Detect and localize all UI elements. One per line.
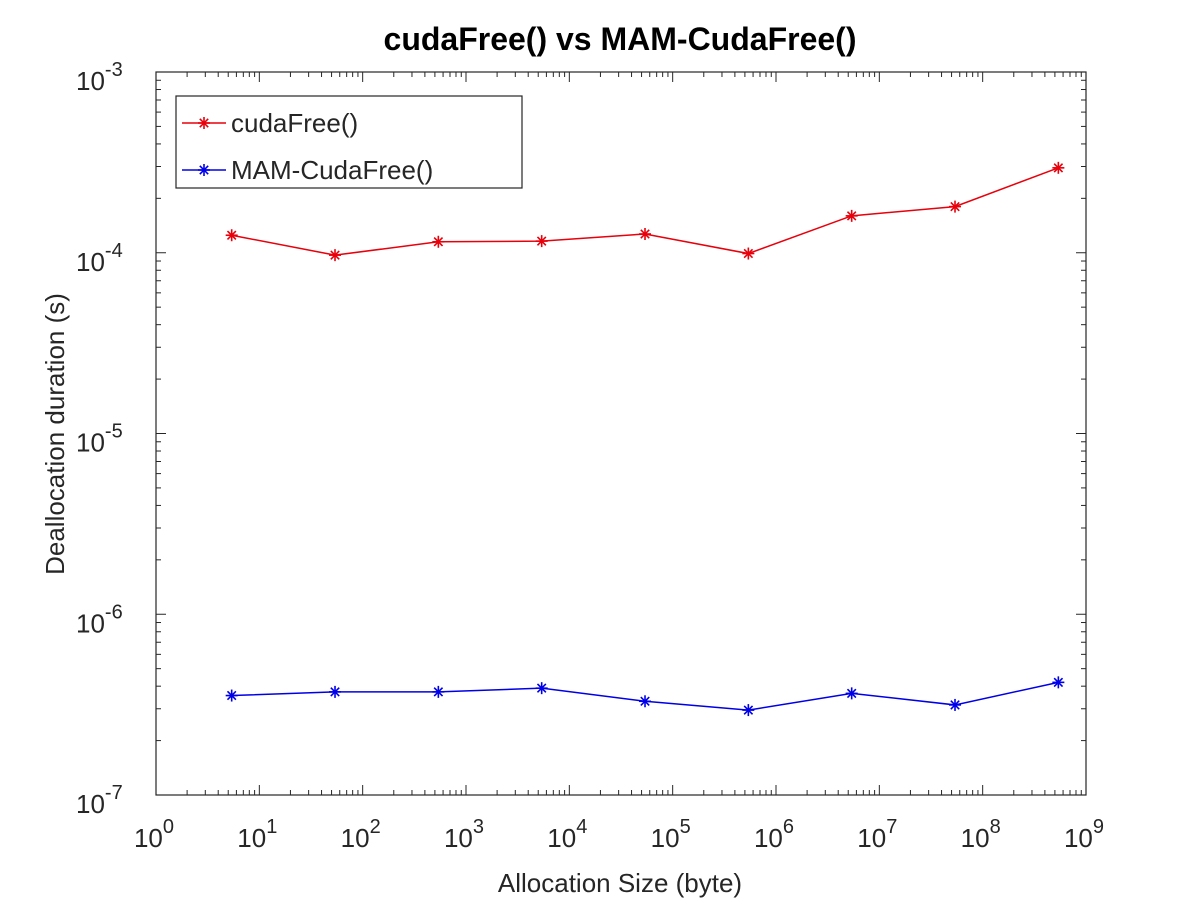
data-point-cudafree [1052, 161, 1065, 174]
x-axis-label: Allocation Size (byte) [498, 868, 742, 898]
chart-title: cudaFree() vs MAM-CudaFree() [384, 21, 857, 57]
legend-marker-cudafree [198, 117, 210, 129]
marker-stroke [950, 700, 960, 710]
x-tick-label: 106 [754, 816, 794, 853]
data-point-mam-cudafree [742, 704, 755, 717]
x-tick-label: 104 [547, 816, 587, 853]
marker-stroke [640, 696, 650, 707]
data-point-mam-cudafree [639, 695, 652, 708]
marker-stroke [846, 211, 857, 221]
marker-stroke [330, 250, 340, 260]
legend-label-mam-cudafree: MAM-CudaFree() [231, 155, 433, 185]
x-tick-label: 101 [237, 816, 277, 853]
marker-stroke [743, 705, 754, 715]
marker-stroke [536, 683, 547, 693]
y-axis-label: Deallocation duration (s) [40, 293, 70, 575]
marker-stroke [846, 688, 857, 699]
data-point-mam-cudafree [225, 689, 238, 702]
marker-stroke [433, 687, 444, 697]
marker-stroke [330, 687, 340, 697]
marker-stroke [1053, 677, 1064, 688]
data-point-mam-cudafree [535, 682, 548, 695]
x-tick-label: 108 [961, 816, 1001, 853]
x-tick-label: 105 [651, 816, 691, 853]
data-point-cudafree [639, 227, 652, 240]
x-tick-label: 109 [1064, 816, 1104, 853]
y-tick-label: 10-5 [76, 421, 123, 458]
x-tick-label: 103 [444, 816, 484, 853]
marker-stroke [199, 165, 209, 175]
data-point-cudafree [535, 235, 548, 248]
legend-label-cudafree: cudaFree() [231, 108, 358, 138]
data-point-cudafree [845, 209, 858, 222]
y-tick-label: 10-3 [76, 59, 123, 96]
marker-stroke [1053, 163, 1064, 173]
legend: cudaFree() MAM-CudaFree() [175, 95, 523, 189]
data-point-mam-cudafree [845, 687, 858, 700]
marker-stroke [950, 201, 960, 212]
marker-stroke [640, 229, 650, 239]
data-point-cudafree [949, 200, 962, 213]
y-tick-label: 10-4 [76, 240, 123, 277]
legend-marker-mam-cudafree [198, 164, 210, 176]
data-point-mam-cudafree [329, 685, 342, 698]
marker-stroke [226, 690, 237, 701]
y-tick-label: 10-6 [76, 601, 123, 638]
marker-stroke [536, 236, 547, 246]
data-point-cudafree [742, 247, 755, 260]
marker-stroke [433, 237, 444, 247]
x-tick-label: 100 [134, 816, 174, 853]
marker-stroke [226, 230, 237, 240]
x-tick-label: 107 [857, 816, 897, 853]
marker-stroke [199, 118, 209, 128]
data-point-mam-cudafree [1052, 676, 1065, 689]
y-tick-label: 10-7 [76, 782, 123, 819]
data-point-mam-cudafree [949, 698, 962, 711]
data-point-cudafree [225, 229, 238, 242]
marker-stroke [743, 248, 754, 259]
data-point-mam-cudafree [432, 685, 445, 698]
data-point-cudafree [432, 235, 445, 248]
legend-box [175, 95, 523, 189]
x-tick-label: 102 [341, 816, 381, 853]
data-point-cudafree [329, 249, 342, 262]
